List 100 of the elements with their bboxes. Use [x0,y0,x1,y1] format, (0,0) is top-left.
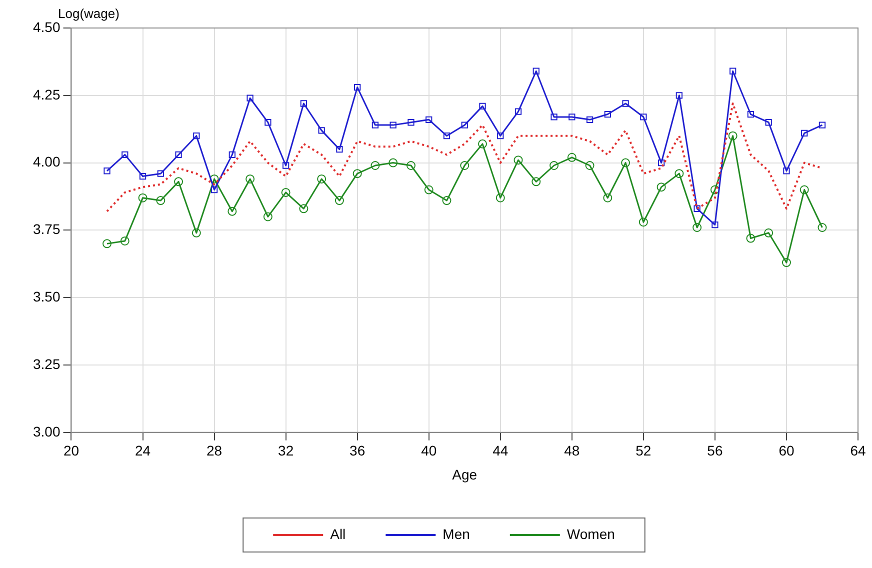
point [299,204,308,214]
x-tick-label: 44 [492,442,508,459]
point [514,156,523,165]
point [782,258,791,268]
point [638,218,648,227]
point [603,193,612,202]
point [443,132,450,140]
y-tick-label: 4.00 [33,154,60,170]
point [497,132,504,140]
point [282,162,290,169]
point [550,114,558,120]
point [138,193,148,202]
point [139,172,146,180]
y-tick-label: 3.75 [33,221,60,238]
point [370,160,380,170]
x-tick-label: 24 [134,442,151,459]
y-tick-label: 4.50 [33,18,60,35]
x-tick-label: 48 [564,442,580,459]
point [694,205,700,212]
point [692,223,702,232]
point [712,221,718,228]
point [622,100,629,107]
point [532,68,540,74]
point [300,100,308,107]
point [730,68,736,74]
point [532,177,541,186]
point [156,196,166,206]
legend-label: Men [442,526,470,542]
point [157,170,164,177]
point [496,193,505,202]
point [550,160,559,170]
point [604,110,611,118]
point [640,114,647,120]
point [336,146,343,153]
point [426,116,432,123]
point [567,152,576,162]
legend-label: Women [566,526,615,542]
point [442,196,452,206]
point [228,206,237,216]
x-tick-label: 36 [350,442,366,459]
point [388,158,398,168]
point [747,110,754,118]
point [765,119,772,126]
legend-label: All [330,526,346,542]
point [674,169,684,178]
x-axis-title: Age [452,466,478,482]
x-tick-label: 28 [206,442,222,459]
point [656,182,666,192]
point [318,127,325,134]
point [783,168,790,174]
point [424,185,434,194]
y-tick-label: 3.00 [33,423,60,440]
point [210,186,218,194]
point [102,239,112,248]
point [746,234,756,243]
point [390,122,396,128]
x-tick-label: 52 [636,442,652,459]
y-tick-label: 3.25 [33,356,60,372]
point [175,151,182,158]
point [586,116,594,123]
x-tick-label: 64 [850,442,866,459]
point [478,139,488,148]
point [585,160,594,170]
point [210,174,219,184]
x-tick-label: 60 [778,442,794,459]
point [246,174,255,184]
point [818,122,826,128]
point [728,131,738,140]
point [568,114,576,120]
point [800,185,809,194]
point [354,84,361,91]
point [818,223,827,232]
point [406,160,416,170]
point [514,108,522,115]
point [408,119,414,126]
point [372,122,379,128]
point [246,94,254,102]
point [281,188,290,197]
point [461,122,468,128]
point [264,119,272,126]
point [174,177,184,186]
y-axis-title: Log(wage) [58,6,120,22]
point [120,236,130,246]
x-tick-label: 20 [63,442,80,459]
y-tick-label: 4.25 [33,86,60,102]
point [228,151,236,158]
point [621,158,630,168]
point [317,174,326,184]
point [676,92,683,99]
point [710,185,720,194]
point [334,196,344,206]
point [460,160,470,170]
point [352,169,362,178]
point [658,159,665,166]
point [263,212,272,222]
point [122,151,128,158]
point [764,228,774,238]
x-tick-label: 40 [421,442,437,459]
point [801,130,808,136]
x-tick-label: 32 [278,442,294,459]
